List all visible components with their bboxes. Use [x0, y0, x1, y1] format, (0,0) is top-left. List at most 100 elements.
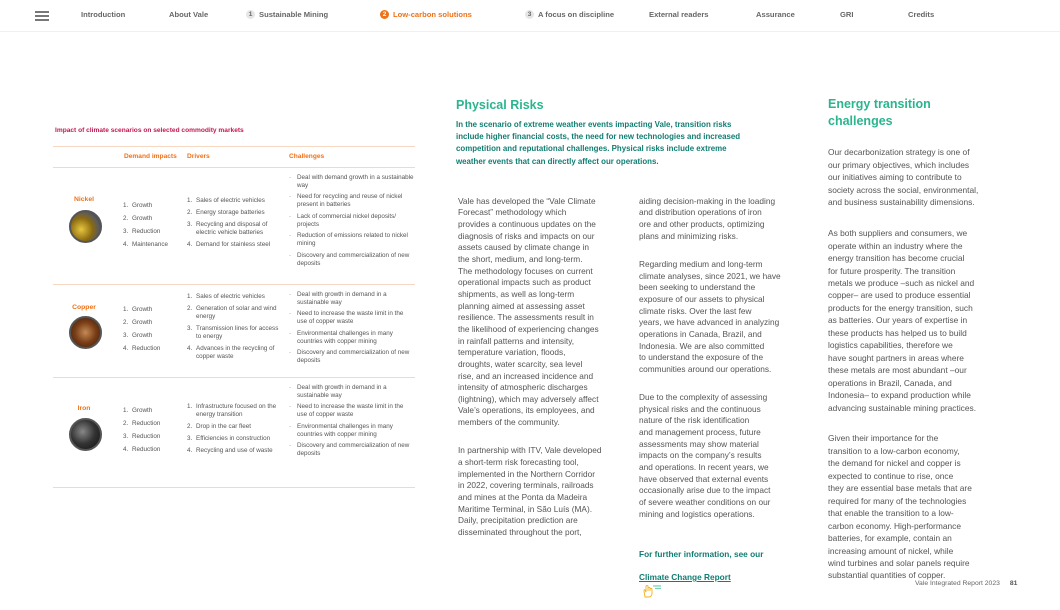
item-number: 3.: [123, 433, 129, 440]
header-drivers: Drivers: [187, 153, 210, 160]
drivers-text: Energy storage batteries: [196, 209, 265, 216]
header-divider: [53, 167, 415, 168]
challenges-item: Deal with growth in demand in a sustaina…: [289, 291, 414, 307]
demand-text: Reduction: [132, 345, 161, 352]
challenges-item: Reduction of emissions related to nickel…: [289, 232, 414, 248]
challenges-text: Reduction of emissions related to nickel…: [297, 232, 408, 248]
challenges-item: Need to increase the waste limit in the …: [289, 310, 414, 326]
drivers-list: 1. Infrastructure focused on the energy t…: [187, 403, 285, 459]
demand-text: Maintenance: [132, 241, 169, 248]
more-info-text: For further information, see our: [639, 548, 764, 559]
challenges-item: Need for recycling and reuse of nickel p…: [289, 193, 414, 209]
energy-transition-title: Energy transition challenges: [828, 97, 931, 128]
nav-item-a-focus-on-discipline[interactable]: 3 A focus on discipline: [525, 10, 614, 19]
challenges-item: Discovery and commercialization of new d…: [289, 349, 414, 365]
demand-text: Growth: [132, 332, 153, 339]
drivers-item: 4. Advances in the recycling of copper wa…: [187, 345, 285, 361]
demand-text: Reduction: [132, 420, 161, 427]
climate-change-report-link[interactable]: Climate Change Report: [639, 572, 731, 582]
drivers-text: Recycling and disposal of electric vehic…: [196, 221, 268, 236]
nav-item-sustainable-mining[interactable]: 1 Sustainable Mining: [246, 10, 328, 19]
energy-transition-body: Our decarbonization strategy is one of o…: [828, 134, 978, 600]
paragraph: Our decarbonization strategy is one of o…: [828, 147, 979, 208]
demand-item: 3. Reduction: [123, 433, 183, 441]
nav-item-gri[interactable]: GRI: [840, 10, 854, 19]
item-number: 4.: [123, 241, 129, 248]
drivers-text: Infrastructure focused on the energy tra…: [196, 403, 277, 418]
drivers-text: Demand for stainless steel: [196, 241, 271, 248]
page-footer: Vale Integrated Report 2023 81: [915, 580, 1017, 587]
paragraph: As both suppliers and consumers, we oper…: [828, 228, 977, 413]
nav-item-label: Assurance: [756, 10, 795, 19]
challenges-text: Discovery and commercialization of new d…: [297, 251, 410, 267]
nav-item-label: Credits: [908, 10, 935, 19]
nav-item-label: Low-carbon solutions: [393, 10, 472, 19]
physical-risks-lead: In the scenario of extreme weather event…: [456, 120, 741, 166]
row-divider: [53, 487, 415, 488]
row-divider: [53, 284, 415, 285]
demand-item: 3. Reduction: [123, 228, 183, 236]
item-number: 2.: [123, 215, 129, 222]
drivers-list: 1. Sales of electric vehicles 2. Energy sto…: [187, 197, 285, 253]
demand-list: 1. Growth 2. Growth 3. Reduction 4. Maintenance: [123, 202, 183, 254]
drivers-text: Drop in the car fleet: [196, 423, 251, 430]
demand-item: 4. Maintenance: [123, 241, 183, 249]
demand-item: 1. Growth: [123, 306, 183, 314]
hamburger-menu-icon[interactable]: [35, 11, 49, 21]
nav-item-label: Sustainable Mining: [259, 10, 329, 19]
item-number: 2.: [187, 423, 193, 430]
item-number: 4.: [123, 345, 129, 352]
item-number: 2.: [123, 420, 129, 427]
demand-item: 4. Reduction: [123, 446, 183, 454]
challenges-text: Need to increase the waste limit in the …: [297, 403, 404, 419]
table-title: Impact of climate scenarios on selected …: [55, 127, 244, 134]
more-info: For further information, see our Climate…: [639, 537, 819, 598]
physical-col-2: aiding decision-making in the loading an…: [639, 184, 819, 610]
nav-item-low-carbon-solutions[interactable]: 2 Low-carbon solutions: [380, 10, 472, 19]
nav-item-credits[interactable]: Credits: [908, 10, 934, 19]
paragraph: Vale has developed the “Vale Climate For…: [458, 195, 599, 428]
nav-item-label: GRI: [840, 10, 854, 19]
drivers-text: Recycling and use of waste: [196, 447, 273, 454]
challenges-text: Discovery and commercialization of new d…: [297, 442, 410, 458]
item-number: 1.: [187, 293, 193, 300]
report-name: Vale Integrated Report 2023: [915, 580, 1000, 587]
demand-text: Reduction: [132, 433, 161, 440]
challenges-text: Need to increase the waste limit in the …: [297, 310, 404, 326]
item-number: 4.: [123, 446, 129, 453]
demand-list: 1. Growth 2. Reduction 3. Reduction 4. Reductio…: [123, 407, 183, 459]
physical-risks-title: Physical Risks: [456, 98, 544, 112]
drivers-item: 1. Sales of electric vehicles: [187, 197, 285, 205]
drivers-text: Transmission lines for access to energy: [196, 325, 279, 340]
nav-item-about-vale[interactable]: About Vale: [169, 10, 208, 19]
copper-image: [69, 316, 102, 349]
drivers-item: 3. Efficiencies in construction: [187, 435, 285, 443]
challenges-text: Deal with demand growth in a sustainable…: [297, 174, 414, 189]
section-number-badge: 1: [246, 10, 255, 19]
hand-pointer-icon[interactable]: [642, 584, 662, 598]
nav-item-introduction[interactable]: Introduction: [81, 10, 125, 19]
challenges-item: Discovery and commercialization of new d…: [289, 442, 414, 458]
demand-text: Growth: [132, 319, 153, 326]
nav-item-external-readers[interactable]: External readers: [649, 10, 709, 19]
item-number: 2.: [187, 209, 193, 216]
drivers-item: 4. Recycling and use of waste: [187, 447, 285, 455]
item-number: 1.: [187, 197, 193, 204]
drivers-text: Generation of solar and wind energy: [196, 305, 277, 320]
iron-image: [69, 418, 102, 451]
drivers-item: 1. Infrastructure focused on the energy t…: [187, 403, 285, 419]
table-top-divider: [53, 146, 415, 147]
item-number: 3.: [123, 332, 129, 339]
header-challenges: Challenges: [289, 153, 325, 160]
item-number: 4.: [187, 447, 193, 454]
metal-name: Nickel: [73, 196, 95, 203]
section-number-badge: 3: [525, 10, 534, 19]
challenges-item: Lack of commercial nickel deposits/ proj…: [289, 213, 414, 229]
top-navigation: Introduction About Vale 1 Sustainable Minin…: [0, 0, 1060, 32]
challenges-list: Deal with growth in demand in a sustaina…: [289, 291, 414, 369]
challenges-item: Environmental challenges in many countri…: [289, 423, 414, 439]
item-number: 3.: [123, 228, 129, 235]
nav-item-assurance[interactable]: Assurance: [756, 10, 795, 19]
item-number: 2.: [123, 319, 129, 326]
item-number: 4.: [187, 241, 193, 248]
